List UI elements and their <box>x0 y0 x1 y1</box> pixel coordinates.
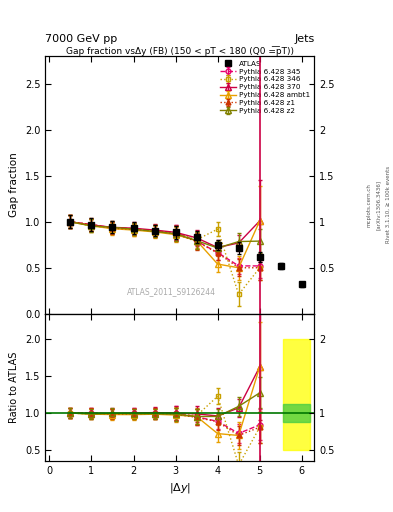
Title: Gap fraction vsΔy (FB) (150 < pT < 180 (Q0 =͞pT)): Gap fraction vsΔy (FB) (150 < pT < 180 (… <box>66 46 294 55</box>
Text: Rivet 3.1.10, ≥ 100k events: Rivet 3.1.10, ≥ 100k events <box>386 166 391 243</box>
Text: ATLAS_2011_S9126244: ATLAS_2011_S9126244 <box>127 287 216 296</box>
X-axis label: $|\Delta y|$: $|\Delta y|$ <box>169 481 191 495</box>
Text: Jets: Jets <box>294 33 314 44</box>
Bar <box>283 339 310 450</box>
Text: mcplots.cern.ch: mcplots.cern.ch <box>366 183 371 227</box>
Legend: ATLAS, Pythia 6.428 345, Pythia 6.428 346, Pythia 6.428 370, Pythia 6.428 ambt1,: ATLAS, Pythia 6.428 345, Pythia 6.428 34… <box>217 58 313 117</box>
Y-axis label: Gap fraction: Gap fraction <box>9 153 19 218</box>
Bar <box>283 404 310 422</box>
Text: [arXiv:1306.3436]: [arXiv:1306.3436] <box>376 180 381 230</box>
Text: 7000 GeV pp: 7000 GeV pp <box>45 33 118 44</box>
Y-axis label: Ratio to ATLAS: Ratio to ATLAS <box>9 352 19 423</box>
